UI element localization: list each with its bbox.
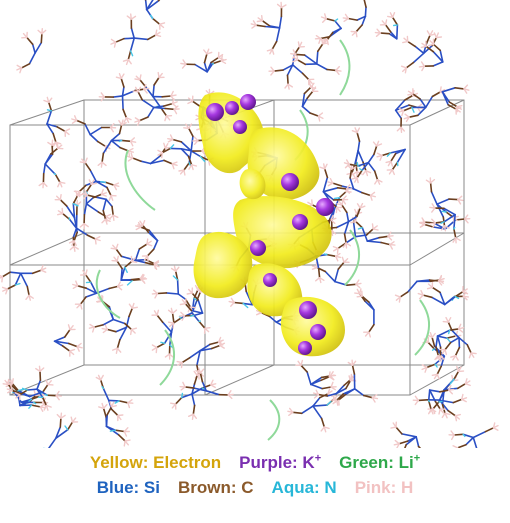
potassium-ions <box>206 94 334 355</box>
legend-hydrogen: Pink: H <box>354 478 414 497</box>
legend-potassium: Purple: K+ <box>239 452 322 472</box>
legend-nitrogen: Aqua: N <box>271 478 337 497</box>
legend-row-2: Blue: Si Brown: C Aqua: N Pink: H <box>0 475 510 500</box>
molecular-structure-image <box>0 0 499 448</box>
color-legend: Yellow: Electron Purple: K+ Green: Li+ B… <box>0 450 510 500</box>
legend-lithium: Green: Li+ <box>339 452 421 472</box>
lithium-arcs <box>95 39 431 441</box>
legend-carbon: Brown: C <box>178 478 254 497</box>
legend-silicon: Blue: Si <box>96 478 160 497</box>
legend-electron: Yellow: Electron <box>89 453 222 472</box>
legend-row-1: Yellow: Electron Purple: K+ Green: Li+ <box>0 450 510 475</box>
